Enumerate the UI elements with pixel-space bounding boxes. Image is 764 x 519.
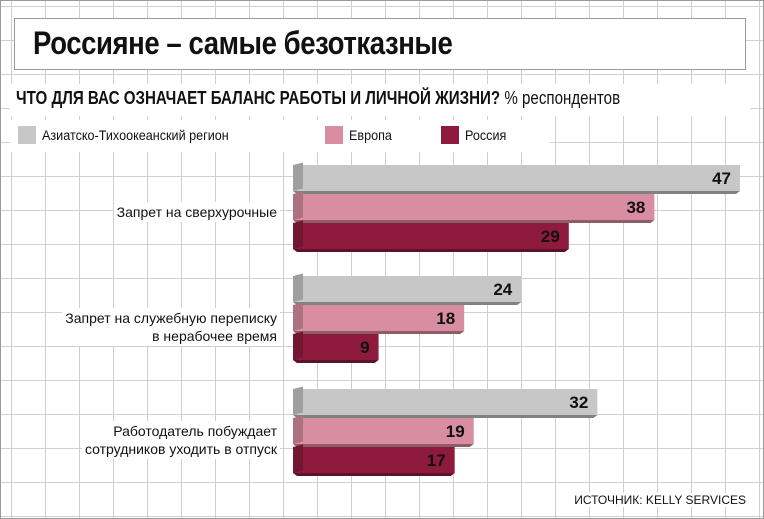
bar-bottom-asia-2 bbox=[293, 415, 598, 418]
source-note: ИСТОЧНИК: KELLY SERVICES bbox=[572, 493, 748, 507]
category-label-overtime: Запрет на сверхурочные bbox=[113, 202, 280, 222]
category-label-line: Работодатель побуждает bbox=[113, 423, 277, 439]
subtitle-question: ЧТО ДЛЯ ВАС ОЗНАЧАЕТ БАЛАНС РАБОТЫ И ЛИЧ… bbox=[16, 88, 501, 108]
bar-value-label: 29 bbox=[541, 227, 560, 246]
bar-europe-0 bbox=[293, 194, 655, 220]
bar-russia-1 bbox=[293, 334, 379, 360]
bar-value-label: 47 bbox=[712, 169, 731, 188]
legend-swatch-russia bbox=[441, 126, 459, 144]
bar-side-asia-2 bbox=[293, 386, 303, 415]
legend-label-europe: Европа bbox=[349, 127, 392, 143]
legend-label-asia: Азиатско-Тихоокеанский регион bbox=[42, 127, 229, 143]
legend bbox=[10, 120, 550, 152]
bar-value-label: 38 bbox=[626, 198, 645, 217]
bar-bottom-russia-0 bbox=[293, 249, 569, 252]
bar-bottom-europe-1 bbox=[293, 331, 465, 334]
bar-russia-0 bbox=[293, 223, 569, 249]
bar-europe-1 bbox=[293, 305, 465, 331]
bar-europe-2 bbox=[293, 418, 474, 444]
bar-side-europe-0 bbox=[293, 191, 303, 220]
bar-bottom-europe-2 bbox=[293, 444, 474, 447]
legend-label-russia: Россия bbox=[465, 127, 507, 143]
bar-value-label: 19 bbox=[446, 422, 465, 441]
title-box: Россияне – самые безотказные bbox=[14, 18, 746, 70]
bar-side-asia-0 bbox=[293, 162, 303, 191]
bar-asia-1 bbox=[293, 276, 522, 302]
subtitle-unit: % респондентов bbox=[504, 88, 621, 108]
category-label-line: в нерабочее время bbox=[152, 328, 277, 344]
category-label-line: сотрудников уходить в отпуск bbox=[84, 441, 277, 457]
legend-swatch-asia bbox=[18, 126, 36, 144]
bar-value-label: 32 bbox=[569, 393, 588, 412]
legend-swatch-europe bbox=[325, 126, 343, 144]
category-label-line: Запрет на служебную переписку bbox=[65, 310, 277, 326]
chart-title: Россияне – самые безотказные bbox=[33, 25, 453, 61]
bar-value-label: 9 bbox=[360, 338, 369, 357]
chart-subtitle: ЧТО ДЛЯ ВАС ОЗНАЧАЕТ БАЛАНС РАБОТЫ И ЛИЧ… bbox=[16, 88, 620, 109]
bar-bottom-europe-0 bbox=[293, 220, 655, 223]
bar-side-europe-1 bbox=[293, 302, 303, 331]
category-label-vacation: Работодатель побуждает сотрудников уходи… bbox=[81, 421, 280, 459]
category-label-correspondence: Запрет на служебную переписку в нерабоче… bbox=[62, 308, 280, 346]
bar-bottom-russia-1 bbox=[293, 360, 379, 363]
bar-side-russia-0 bbox=[293, 220, 303, 249]
bar-asia-2 bbox=[293, 389, 598, 415]
bar-russia-2 bbox=[293, 447, 455, 473]
category-label-line: Запрет на сверхурочные bbox=[116, 204, 277, 220]
bar-side-asia-1 bbox=[293, 273, 303, 302]
bar-asia-0 bbox=[293, 165, 740, 191]
bar-side-europe-2 bbox=[293, 415, 303, 444]
bar-bottom-asia-1 bbox=[293, 302, 522, 305]
bar-value-label: 17 bbox=[427, 451, 446, 470]
bar-side-russia-2 bbox=[293, 444, 303, 473]
bar-value-label: 24 bbox=[493, 280, 512, 299]
bar-bottom-asia-0 bbox=[293, 191, 740, 194]
bar-value-label: 18 bbox=[436, 309, 455, 328]
bar-bottom-russia-2 bbox=[293, 473, 455, 476]
bar-side-russia-1 bbox=[293, 331, 303, 360]
subtitle-strip bbox=[10, 84, 750, 116]
